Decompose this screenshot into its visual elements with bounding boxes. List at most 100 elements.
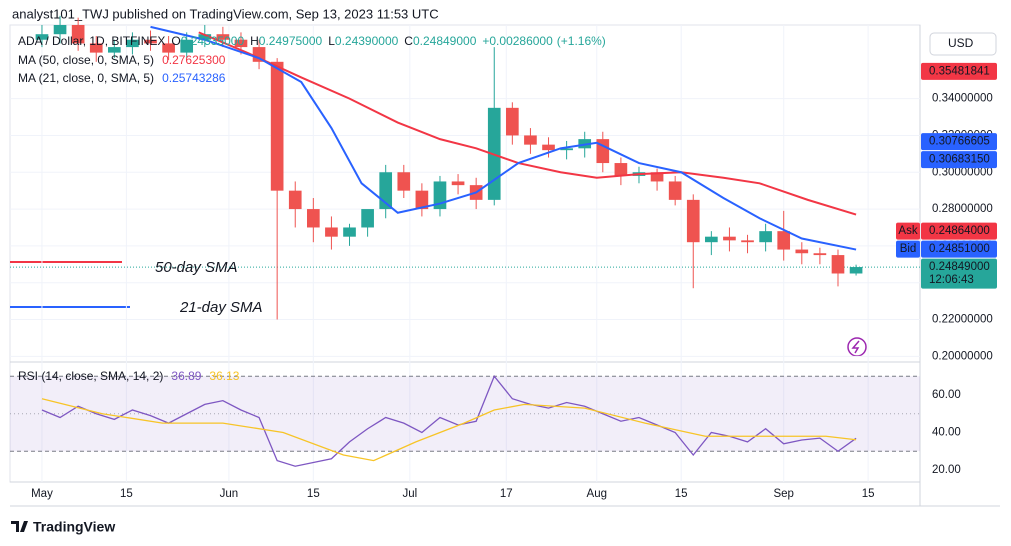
- candle-body: [53, 25, 67, 35]
- candle-body: [216, 34, 230, 40]
- price-label-box: [921, 258, 997, 289]
- candle-body: [759, 231, 772, 243]
- rsi-line: [41, 398, 857, 462]
- candle-body: [542, 144, 555, 151]
- x-tick-label: 15: [120, 488, 133, 500]
- candle-body: [71, 25, 85, 44]
- candle-body: [35, 34, 49, 40]
- header: analyst101_TWJ published on TradingView.…: [12, 6, 439, 21]
- price-label-name: Bid: [900, 243, 917, 255]
- ma-name: MA (21, close, 0, SMA, 5): [18, 71, 154, 85]
- quote-name: C: [404, 34, 413, 48]
- price-label-tag: [896, 222, 920, 240]
- rsi-line: [41, 374, 857, 467]
- price-label: 0.24864000: [929, 225, 990, 237]
- candle-body: [614, 163, 628, 176]
- candle-body: [668, 181, 682, 200]
- x-tick-label: Aug: [587, 488, 607, 500]
- currency-button[interactable]: [929, 32, 997, 56]
- candle-body: [831, 255, 845, 274]
- candle-body: [325, 227, 338, 237]
- candle-body: [162, 43, 175, 53]
- candle-body: [252, 47, 266, 62]
- quote-value: 0.24975000: [259, 34, 323, 48]
- y-tick-label: 0.34000000: [932, 93, 993, 105]
- y-tick-label: 0.22000000: [932, 314, 993, 326]
- icon-bolt: [851, 340, 860, 354]
- ma-legend: MA (21, close, 0, SMA, 5) 0.25743286: [18, 71, 226, 85]
- candle-body: [270, 61, 284, 191]
- y-tick-label: 40.00: [932, 427, 961, 439]
- quote-name: O: [171, 34, 180, 48]
- candle-body: [234, 39, 248, 48]
- legend-title: ADA / Dollar, 1D, BITFINEX: [18, 34, 165, 48]
- change-pct: (+1.16%): [557, 34, 606, 48]
- candle-body: [650, 172, 664, 182]
- x-tick-label: 15: [675, 488, 688, 500]
- price-label: 0.30683150: [929, 154, 990, 166]
- y-tick-label: 0.20000000: [932, 350, 993, 362]
- price-label-box: [921, 62, 997, 80]
- candle-body: [813, 253, 827, 256]
- candle-body: [560, 148, 573, 151]
- y-tick-label: 60.00: [932, 389, 961, 401]
- price-label: 0.24849000: [929, 261, 990, 273]
- price-label-box: [921, 222, 997, 240]
- candle-body: [723, 236, 736, 241]
- x-tick-label: Jul: [402, 488, 417, 500]
- candle-body: [451, 181, 465, 186]
- ma-value: 0.25743286: [162, 71, 226, 85]
- price-label-box: [921, 240, 997, 258]
- footer: TradingView: [33, 519, 115, 535]
- x-tick-label: 17: [500, 488, 513, 500]
- candle-body: [144, 39, 157, 44]
- rsi-band: [10, 376, 920, 452]
- candle-body: [849, 267, 863, 274]
- candle-body: [107, 47, 121, 53]
- annotation: 50-day SMA: [155, 259, 238, 276]
- x-tick-label: May: [31, 488, 53, 500]
- x-tick-label: Sep: [773, 488, 793, 500]
- candle-body: [506, 107, 519, 136]
- y-tick-label: 0.30000000: [932, 166, 993, 178]
- candle-body: [795, 249, 809, 254]
- rsi-legend: RSI (14, close, SMA, 14, 2) 36.89 36.13: [18, 369, 240, 383]
- candle-body: [705, 236, 718, 243]
- candle-body: [777, 231, 791, 250]
- moving-average: [198, 31, 857, 216]
- price-label-box: [921, 151, 997, 169]
- x-tick-label: 15: [307, 488, 320, 500]
- price-label: 0.30766605: [929, 136, 990, 148]
- change: +0.00286000: [482, 34, 553, 48]
- ma-name: MA (50, close, 0, SMA, 5): [18, 53, 154, 67]
- candle-body: [89, 43, 103, 53]
- ma-value: 0.27625300: [162, 53, 226, 67]
- y-tick-label: 0.28000000: [932, 203, 993, 215]
- quote-value: 0.24535000: [181, 34, 245, 48]
- quote-value: 0.24849000: [413, 34, 477, 48]
- candle-body: [288, 190, 302, 210]
- currency: USD: [948, 36, 974, 50]
- x-tick-label: 15: [862, 488, 875, 500]
- price-label: 0.24851000: [929, 243, 990, 255]
- quote-name: L: [328, 34, 335, 48]
- candle-body: [343, 227, 356, 237]
- rsi-title: RSI (14, close, SMA, 14, 2): [18, 369, 163, 383]
- price-label-tag: [896, 240, 920, 258]
- price-timer: 12:06:43: [929, 274, 974, 286]
- price-label: 0.35481841: [929, 65, 990, 77]
- candle-body: [198, 34, 212, 40]
- candle-body: [361, 209, 374, 228]
- price-legend: ADA / Dollar, 1D, BITFINEX O0.24535000 H0.…: [18, 34, 606, 48]
- quote-value: 0.24390000: [335, 34, 399, 48]
- y-tick-label: 20.00: [932, 464, 961, 476]
- price-label-name: Ask: [898, 225, 917, 237]
- annotation: 21-day SMA: [179, 299, 263, 316]
- ma-legend: MA (50, close, 0, SMA, 5) 0.27625300: [18, 53, 226, 67]
- candle-body: [415, 190, 429, 210]
- candle-body: [307, 209, 320, 228]
- candle-body: [397, 172, 411, 191]
- candle-body: [741, 240, 754, 243]
